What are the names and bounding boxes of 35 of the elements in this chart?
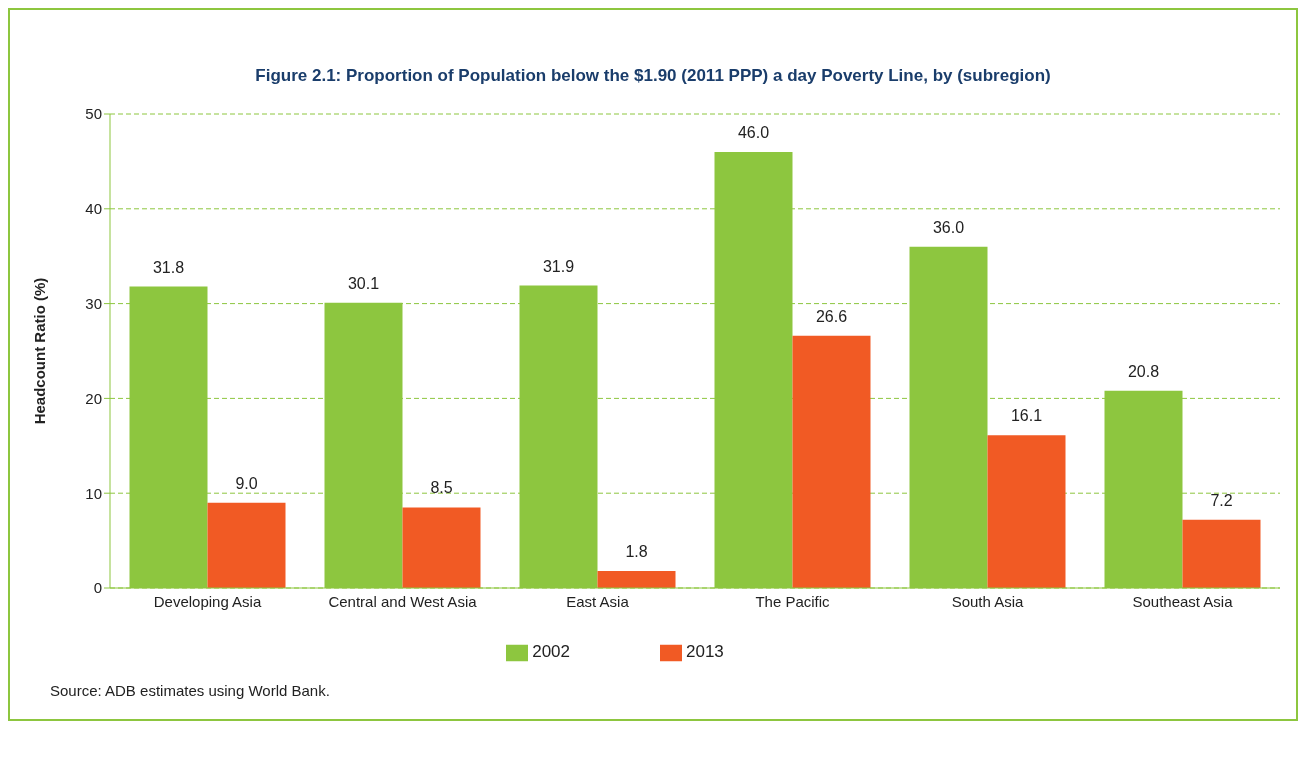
bar — [792, 335, 871, 588]
text: 1.8 — [625, 542, 648, 560]
bar — [987, 435, 1066, 588]
text: 30.1 — [347, 274, 380, 292]
text: 9.0 — [235, 474, 258, 492]
y-tick-label: 0 — [93, 579, 102, 597]
x-tick-label: Central and West Asia — [328, 592, 478, 610]
text: 31.8 — [152, 258, 185, 276]
x-tick-label: Southeast Asia — [1132, 592, 1234, 610]
text: 26.6 — [815, 307, 848, 325]
x-tick-label: The Pacific — [755, 592, 831, 610]
bar — [402, 507, 481, 588]
text: 7.2 — [1210, 491, 1233, 509]
text: 46.0 — [737, 123, 770, 141]
x-tick-label: East Asia — [566, 592, 630, 610]
text: 20.8 — [1127, 362, 1160, 380]
y-tick-label: 10 — [85, 484, 102, 502]
y-tick-label: 50 — [85, 105, 102, 123]
y-tick-label: 20 — [85, 389, 102, 407]
chart-title: Figure 2.1: Proportion of Population below the $1.90 (2011 PPP) a day Poverty Line, by (subregion) — [254, 66, 1052, 86]
bar — [1182, 519, 1261, 588]
text: 36.0 — [932, 218, 965, 236]
text: 31.9 — [542, 257, 575, 275]
legend-label: 2013 — [686, 642, 724, 662]
y-tick-label: 40 — [85, 200, 102, 218]
bar — [597, 570, 676, 588]
legend-label: 2002 — [532, 642, 570, 662]
x-tick-label: South Asia — [951, 592, 1025, 610]
y-axis-title: Headcount Ratio (%) — [31, 277, 49, 425]
text: 16.1 — [1010, 407, 1043, 425]
x-tick-label: Developing Asia — [153, 592, 262, 610]
y-tick-label: 30 — [85, 294, 102, 312]
text: 8.5 — [430, 479, 453, 497]
bar — [207, 502, 286, 588]
source-note: Source: ADB estimates using World Bank. — [50, 682, 331, 699]
